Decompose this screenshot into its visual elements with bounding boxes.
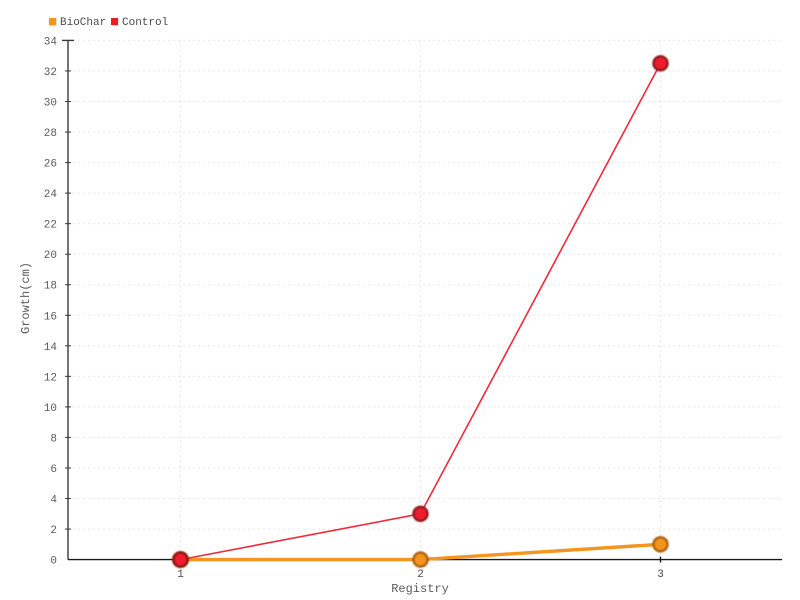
svg-text:18: 18	[44, 281, 57, 293]
svg-text:2: 2	[50, 525, 57, 537]
svg-text:8: 8	[50, 433, 57, 445]
svg-text:6: 6	[50, 464, 57, 476]
svg-text:2: 2	[417, 569, 424, 581]
svg-text:BioChar: BioChar	[60, 17, 106, 29]
svg-text:1: 1	[177, 569, 184, 581]
svg-text:32: 32	[44, 67, 57, 79]
svg-text:10: 10	[44, 403, 57, 415]
svg-text:Registry: Registry	[391, 582, 449, 596]
svg-text:30: 30	[44, 98, 57, 110]
svg-text:3: 3	[657, 569, 664, 581]
svg-text:22: 22	[44, 220, 57, 232]
svg-text:34: 34	[44, 36, 58, 48]
svg-text:14: 14	[44, 342, 58, 354]
svg-text:28: 28	[44, 128, 57, 140]
svg-text:26: 26	[44, 159, 57, 171]
svg-text:24: 24	[44, 189, 58, 201]
svg-text:Control: Control	[122, 17, 168, 29]
svg-text:Growth(cm): Growth(cm)	[19, 262, 33, 334]
svg-text:0: 0	[50, 556, 57, 568]
svg-text:12: 12	[44, 372, 57, 384]
svg-text:20: 20	[44, 250, 57, 262]
svg-text:16: 16	[44, 311, 57, 323]
svg-text:4: 4	[50, 495, 57, 507]
